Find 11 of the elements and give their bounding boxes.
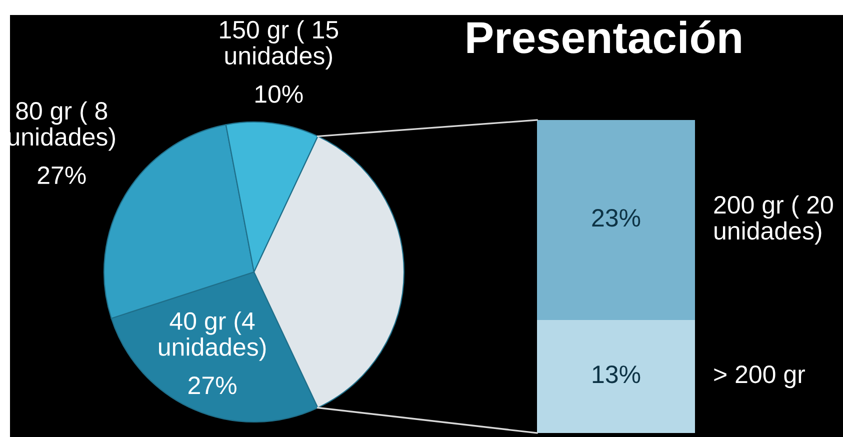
data-label: 23% xyxy=(592,208,640,227)
slice-label: 150 gr ( 15 unidades) xyxy=(220,20,338,70)
data-label: 27% xyxy=(188,376,236,394)
data-label: 13% xyxy=(592,365,640,384)
chart-title: Presentación xyxy=(467,20,741,54)
data-label: 10% xyxy=(256,85,303,103)
slice-label: 40 gr (4 unidades) xyxy=(159,312,266,361)
series-label: > 200 gr xyxy=(714,365,806,388)
slice-label: 80 gr ( 8 unidades) xyxy=(8,101,115,151)
series-label: 200 gr ( 20 unidades) xyxy=(714,195,833,245)
data-label: 27% xyxy=(38,166,86,184)
